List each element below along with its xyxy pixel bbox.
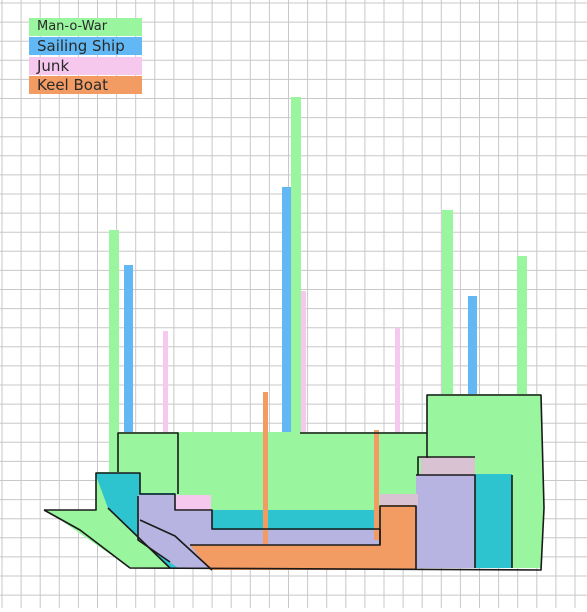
legend-label: Sailing Ship	[37, 37, 125, 55]
legend-item-keel-boat: Keel Boat	[29, 76, 142, 94]
keel-boat-hull	[190, 505, 416, 570]
junk-stern-cabin	[380, 494, 418, 506]
sailing-ship-mast-aft	[468, 296, 477, 476]
man-o-war-mast-main	[291, 97, 301, 432]
junk-mast-main	[301, 291, 306, 531]
junk-mast-fore	[163, 331, 168, 491]
legend-label: Man-o-War	[37, 19, 108, 34]
keel-boat-mast-aft	[374, 430, 379, 540]
man-o-war-mast-mizzen	[442, 210, 453, 398]
legend-item-man-o-war: Man-o-War	[29, 18, 142, 36]
hull-outlines	[43, 394, 545, 571]
junk-bow-cabin	[175, 495, 211, 511]
junk-mast-aft	[395, 328, 400, 498]
sailing-ship-mast-main	[282, 187, 291, 512]
man-o-war-mast-fore	[109, 230, 119, 472]
legend-label: Keel Boat	[37, 76, 109, 94]
legend-item-junk: Junk	[29, 57, 142, 75]
junk-deckhouse	[421, 457, 475, 475]
sailing-ship-mast-fore	[124, 265, 133, 487]
keel-boat-mast-fore	[263, 392, 268, 544]
man-o-war-mast-aft	[517, 256, 527, 396]
legend-label: Junk	[37, 57, 70, 75]
legend-item-sailing-ship: Sailing Ship	[29, 37, 142, 55]
